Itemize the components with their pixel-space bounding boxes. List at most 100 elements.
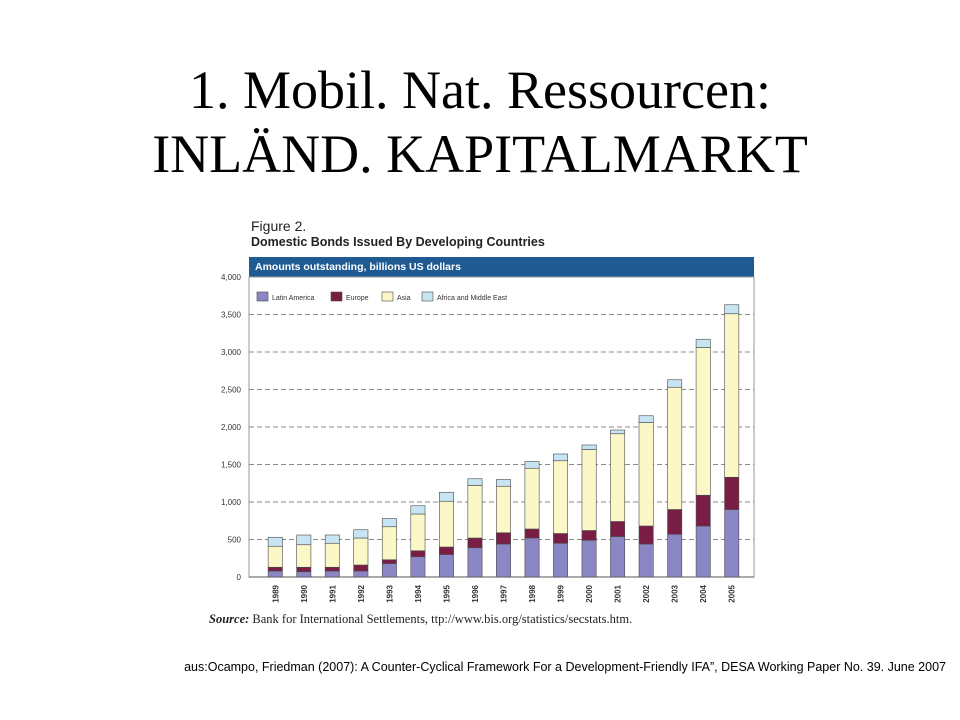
bar-segment-africa-and-middle-east — [496, 479, 511, 487]
legend-label: Africa and Middle East — [437, 295, 507, 302]
bar-segment-latin-america — [610, 536, 626, 578]
legend-swatch — [421, 291, 434, 302]
x-tick-label: 1994 — [414, 584, 423, 602]
bar-segment-asia — [524, 467, 540, 530]
y-tick-label: 2,500 — [221, 386, 242, 395]
y-tick-label: 3,500 — [221, 311, 242, 320]
x-tick-label: 1993 — [385, 584, 394, 602]
x-tick-label: 2002 — [642, 584, 651, 602]
source-label: Source: — [209, 612, 250, 626]
bar-segment-europe — [467, 537, 483, 549]
source-line: Source: Bank for International Settlemen… — [209, 612, 632, 627]
bar-segment-latin-america — [581, 539, 597, 578]
x-tick-label: 1992 — [357, 584, 366, 602]
bar-segment-asia — [695, 347, 711, 496]
bar-segment-latin-america — [296, 571, 312, 578]
slide-title: 1. Mobil. Nat. Ressourcen: INLÄND. KAPIT… — [0, 58, 960, 186]
y-tick-label: 0 — [237, 573, 242, 582]
bar-segment-latin-america — [524, 537, 540, 578]
y-tick-label: 2,000 — [221, 423, 242, 432]
bar-segment-europe — [267, 566, 283, 572]
legend-swatch — [256, 291, 269, 302]
bar-segment-asia — [467, 485, 483, 539]
x-tick-label: 1997 — [500, 584, 509, 602]
stacked-bar-chart: 0 500 1,000 1,500 2,000 2,500 3,000 3,500 4,000 1… — [221, 273, 755, 603]
bar-segment-asia — [581, 449, 597, 531]
x-tick-label: 1989 — [271, 584, 280, 602]
slide-title-line-1: 1. Mobil. Nat. Ressourcen: — [189, 60, 771, 120]
bar-segment-africa-and-middle-east — [467, 478, 483, 486]
legend-label: Asia — [397, 295, 411, 302]
bar-segment-latin-america — [381, 563, 397, 578]
bar-segment-asia — [667, 386, 683, 510]
bar-segment-africa-and-middle-east — [724, 304, 740, 315]
bar-segment-latin-america — [410, 556, 426, 578]
bar-segment-asia — [267, 545, 283, 568]
bar-segment-latin-america — [695, 525, 711, 578]
bar-segment-latin-america — [724, 509, 740, 578]
bar-segment-europe — [296, 566, 312, 573]
bar-segment-africa-and-middle-east — [267, 536, 283, 547]
bar-segment-europe — [324, 566, 340, 572]
bar-segment-latin-america — [496, 543, 511, 578]
legend-swatch — [381, 291, 394, 302]
bar-segment-asia — [439, 500, 454, 548]
x-tick-label: 1998 — [528, 584, 537, 602]
x-tick-label: 1990 — [300, 584, 309, 602]
bar-segment-africa-and-middle-east — [581, 444, 597, 450]
y-tick-label: 4,000 — [221, 273, 242, 282]
bar-segment-europe — [553, 533, 568, 544]
bar-segment-asia — [553, 460, 568, 534]
bar-segment-europe — [638, 525, 654, 545]
bar-segment-africa-and-middle-east — [524, 461, 540, 469]
bar-segment-europe — [724, 476, 740, 510]
bar-segment-latin-america — [638, 543, 654, 578]
x-tick-label: 2001 — [614, 584, 623, 602]
bar-segment-europe — [610, 521, 626, 537]
bar-segment-africa-and-middle-east — [638, 415, 654, 423]
source-text: Bank for International Settlements, ttp:… — [252, 612, 633, 626]
bar-segment-asia — [353, 537, 369, 566]
bar-segment-europe — [381, 559, 397, 564]
legend-swatch — [330, 291, 343, 302]
x-tick-label: 2005 — [728, 584, 737, 602]
figure-title: Domestic Bonds Issued By Developing Coun… — [251, 235, 545, 249]
bar-segment-latin-america — [467, 547, 483, 578]
bar-segment-europe — [439, 546, 454, 555]
bar-segment-africa-and-middle-east — [296, 534, 312, 546]
bar-segment-asia — [410, 513, 426, 552]
bar-segment-africa-and-middle-east — [410, 505, 426, 515]
bar-segment-europe — [695, 494, 711, 527]
x-tick-label: 1996 — [471, 584, 480, 602]
bar-segment-europe — [524, 528, 540, 539]
x-tick-label: 2000 — [585, 584, 594, 602]
x-tick-label: 1999 — [557, 584, 566, 602]
x-tick-label: 2004 — [699, 584, 708, 602]
slide-title-line-2: INLÄND. KAPITALMARKT — [152, 124, 808, 184]
bar-segment-latin-america — [324, 570, 340, 578]
legend-label: Latin America — [272, 295, 315, 302]
y-tick-label: 3,000 — [221, 348, 242, 357]
bar-segment-europe — [410, 550, 426, 558]
bar-segment-europe — [496, 532, 511, 545]
bar-segment-latin-america — [353, 570, 369, 578]
y-tick-label: 1,500 — [221, 461, 242, 470]
bar-segment-latin-america — [667, 533, 683, 578]
x-tick-label: 1995 — [442, 584, 451, 602]
bar-segment-africa-and-middle-east — [553, 453, 568, 462]
x-tick-label: 1991 — [328, 584, 337, 602]
legend-label: Europe — [346, 295, 369, 302]
bar-segment-latin-america — [439, 554, 454, 578]
bar-segment-africa-and-middle-east — [324, 534, 340, 544]
bar-segment-asia — [638, 422, 654, 527]
bar-segment-latin-america — [553, 542, 568, 578]
bar-segment-asia — [610, 433, 626, 522]
y-tick-label: 1,000 — [221, 498, 242, 507]
figure-label: Figure 2. — [251, 218, 307, 234]
y-tick-label: 500 — [228, 536, 242, 545]
x-tick-label: 2003 — [671, 584, 680, 602]
bar-segment-asia — [296, 544, 312, 568]
bar-segment-europe — [353, 564, 369, 572]
bar-segment-asia — [381, 526, 397, 561]
bar-segment-asia — [496, 485, 511, 534]
